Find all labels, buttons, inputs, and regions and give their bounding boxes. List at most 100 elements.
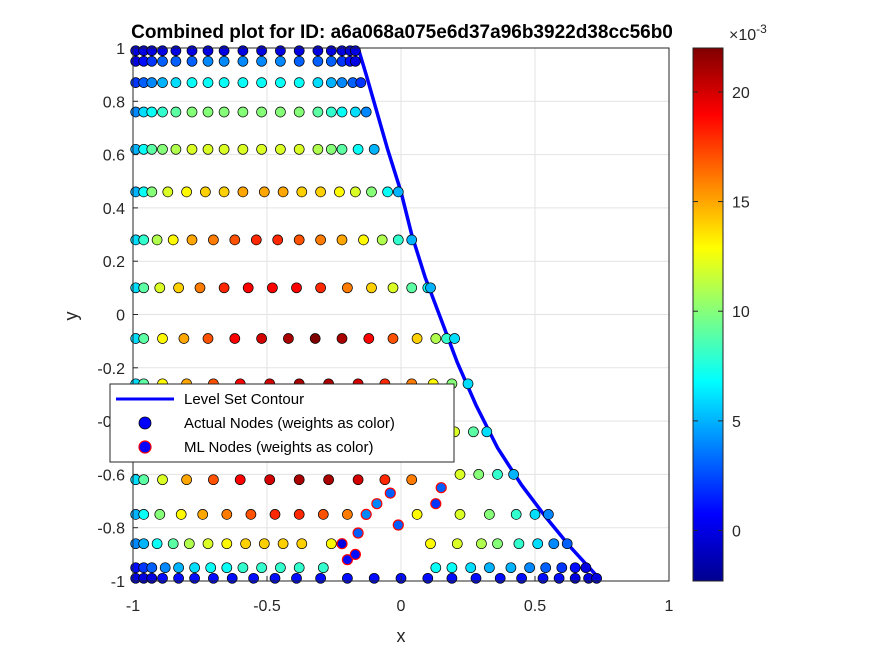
- actual-node-point: [350, 106, 361, 118]
- actual-node-point: [476, 538, 487, 550]
- actual-node-point: [508, 469, 519, 480]
- actual-node-point: [202, 106, 214, 118]
- actual-node-point: [358, 234, 369, 246]
- actual-node-point: [293, 509, 305, 520]
- actual-node-point: [186, 143, 198, 155]
- actual-node-point: [218, 282, 230, 294]
- actual-node-point: [336, 106, 348, 118]
- actual-node-point: [336, 77, 348, 88]
- actual-node-point: [325, 45, 337, 57]
- actual-node-point: [248, 572, 259, 584]
- y-tick-label: 0.6: [103, 148, 125, 165]
- y-tick-label: -1: [111, 574, 125, 591]
- actual-node-point: [178, 333, 190, 344]
- actual-node-point: [234, 474, 246, 486]
- actual-node-point: [202, 55, 214, 67]
- actual-node-point: [157, 55, 168, 67]
- colorbar-tick-label: 20: [732, 85, 750, 102]
- contour-line: [356, 47, 598, 577]
- actual-node-point: [293, 106, 305, 118]
- actual-node-point: [218, 55, 230, 67]
- actual-node-point: [256, 562, 267, 574]
- actual-node-point: [277, 186, 289, 198]
- actual-node-point: [342, 509, 353, 520]
- actual-node-point: [465, 562, 477, 574]
- actual-node-point: [430, 333, 442, 344]
- actual-node-point: [293, 45, 305, 57]
- actual-node-point: [293, 562, 305, 574]
- actual-node-point: [468, 426, 479, 438]
- actual-node-point: [411, 509, 423, 520]
- colorbar-ticks: 0 5 10 15 20: [693, 85, 750, 541]
- actual-node-point: [256, 106, 267, 118]
- actual-node-point: [315, 234, 326, 246]
- actual-node-point: [275, 45, 286, 57]
- actual-node-point: [368, 143, 380, 155]
- actual-node-point: [138, 509, 150, 520]
- colorbar-exponent: ×10-3: [729, 22, 767, 44]
- actual-node-point: [237, 77, 249, 88]
- actual-node-point: [454, 509, 466, 520]
- actual-node-point: [218, 186, 230, 198]
- actual-node-point: [221, 538, 233, 550]
- colorbar: [692, 47, 724, 582]
- actual-node-point: [484, 509, 495, 520]
- actual-node-point: [317, 562, 329, 574]
- actual-node-point: [205, 562, 217, 574]
- actual-node-point: [170, 106, 182, 118]
- actual-node-point: [352, 143, 364, 155]
- actual-node-point: [446, 562, 458, 574]
- actual-node-point: [312, 45, 324, 57]
- actual-node-point: [425, 538, 436, 550]
- actual-node-point: [245, 509, 257, 520]
- legend-ml-swatch: [138, 440, 152, 454]
- actual-node-point: [226, 572, 238, 584]
- actual-node-point: [406, 474, 418, 486]
- actual-node-point: [275, 106, 286, 118]
- legend-label-actual: Actual Nodes (weights as color): [184, 415, 395, 432]
- actual-node-point: [275, 562, 286, 574]
- actual-node-point: [366, 282, 377, 294]
- actual-node-point: [138, 282, 150, 294]
- ml-node-point: [352, 527, 364, 539]
- actual-node-point: [336, 143, 348, 155]
- actual-node-point: [138, 474, 150, 486]
- ml-node-point: [360, 508, 372, 521]
- actual-node-point: [197, 509, 209, 520]
- actual-node-point: [312, 143, 324, 155]
- actual-node-point: [553, 572, 565, 584]
- y-axis-label: y: [61, 312, 81, 321]
- actual-node-point: [170, 77, 182, 88]
- y-tick-label: 0.8: [103, 94, 125, 111]
- legend-actual-swatch: [138, 416, 152, 430]
- actual-node-point: [186, 106, 198, 118]
- ml-node-point: [349, 548, 361, 561]
- actual-node-point: [146, 143, 158, 155]
- actual-node-point: [350, 55, 361, 67]
- actual-node-point: [524, 562, 535, 574]
- actual-node-point: [151, 538, 163, 550]
- actual-node-point: [382, 186, 393, 198]
- actual-node-point: [146, 55, 158, 67]
- ml-node-point: [336, 538, 348, 550]
- actual-node-point: [462, 378, 474, 390]
- actual-node-point: [189, 562, 200, 574]
- actual-node-point: [138, 538, 150, 550]
- actual-node-point: [167, 234, 179, 246]
- actual-node-point: [470, 572, 482, 584]
- actual-node-point: [336, 333, 348, 344]
- actual-node-point: [167, 538, 179, 550]
- actual-node-point: [237, 186, 249, 198]
- actual-node-point: [317, 509, 329, 520]
- actual-node-point: [516, 572, 527, 584]
- ml-node-point: [384, 487, 396, 499]
- actual-node-point: [157, 572, 168, 584]
- actual-node-point: [492, 538, 503, 550]
- actual-node-point: [325, 55, 337, 67]
- actual-node-point: [157, 474, 168, 486]
- actual-node-point: [561, 538, 573, 550]
- actual-node-point: [323, 474, 334, 486]
- actual-node-point: [237, 106, 249, 118]
- actual-node-point: [157, 143, 168, 155]
- actual-node-point: [484, 562, 495, 574]
